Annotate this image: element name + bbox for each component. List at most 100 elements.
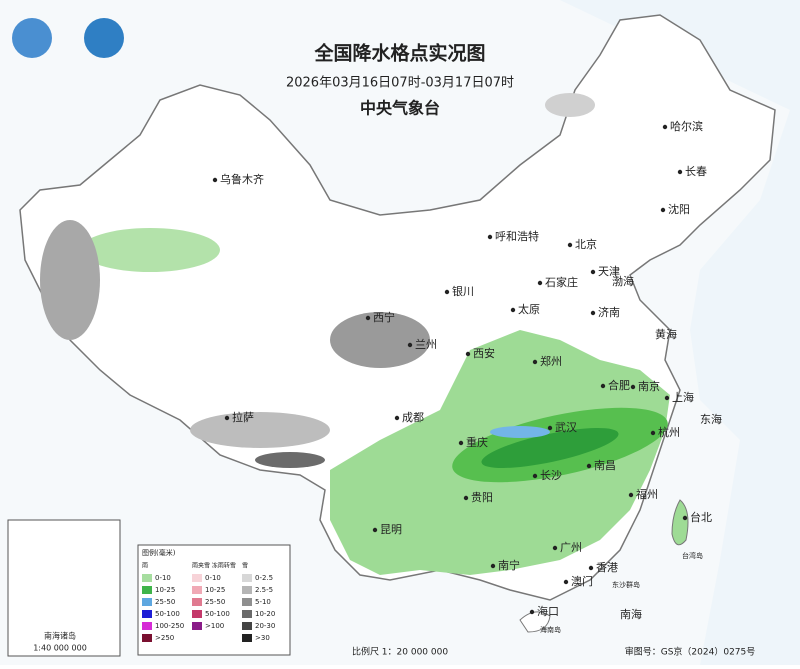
city-label: 乌鲁木齐 [220,172,264,186]
city-label: 石家庄 [545,275,578,289]
issuer: 中央气象台 [360,99,440,118]
ocean [560,0,800,665]
legend-swatch [192,598,202,606]
city-dot [628,492,634,498]
city-label: 银川 [452,284,474,298]
legend-item: 5-10 [255,598,271,606]
city-label: 台北 [690,510,712,524]
legend-item: 0-10 [155,574,171,582]
legend-item: 10-25 [205,586,225,594]
legend-swatch [192,586,202,594]
sea-label: 南海 [620,607,642,621]
sea-label: 东海 [700,412,722,426]
city-dot [458,440,464,446]
city-label: 福州 [636,487,658,501]
city-dot [537,280,543,286]
legend-item: 0-10 [205,574,221,582]
inset-scale: 1:40 000 000 [33,644,87,653]
legend-swatch [192,574,202,582]
legend-item: 50-100 [205,610,230,618]
legend-swatch [242,586,252,594]
city-dot [552,545,558,551]
city-dot [567,242,573,248]
city-label: 哈尔滨 [670,119,703,133]
logo [84,18,124,58]
city-label: 昆明 [380,523,402,536]
inset-box [7,519,121,657]
island-label: 海南岛 [540,625,561,634]
legend-swatch [142,622,152,630]
city-dot [463,495,469,501]
city-label: 上海 [672,390,694,404]
snow-area [545,93,595,117]
city-dot [563,579,569,585]
rain-heavy [481,428,619,468]
legend-item: >250 [155,634,174,642]
city-dot [662,124,668,130]
legend-swatch [142,610,152,618]
city-dot [394,415,400,421]
legend-item: 10-25 [155,586,175,594]
legend-item: >100 [205,622,224,630]
city-label: 重庆 [466,435,488,449]
legend-group: 雨 [142,563,148,570]
city-label: 天津 [598,265,620,278]
city-label: 北京 [575,237,597,251]
city-dot [630,384,636,390]
island-label: 台湾岛 [682,551,703,560]
city-label: 杭州 [658,425,680,439]
taiwan-island [671,499,689,546]
legend-item: 100-250 [155,622,184,630]
sea-label: 黄海 [655,327,677,341]
city-label: 合肥 [608,378,630,392]
snow-area [40,220,100,340]
logo [12,18,52,58]
city-label: 太原 [518,303,540,316]
scale-text: 比例尺 1：20 000 000 [352,646,448,658]
rain-light-west [80,228,220,272]
city-label: 南京 [638,379,660,393]
legend-box [137,544,291,656]
city-label: 呼和浩特 [495,229,539,243]
city-dot [664,395,670,401]
city-label: 海口 [537,604,559,618]
legend-swatch [142,574,152,582]
city-dot [547,425,553,431]
legend-title: 图例(毫米) [142,548,176,557]
legend-item: 25-50 [205,598,225,606]
legend-group: 雪 [242,563,248,570]
city-dot [532,359,538,365]
city-label: 兰州 [415,338,437,351]
city-dot [510,307,516,313]
city-dot [586,463,592,469]
city-label: 香港 [596,561,618,574]
legend-item: >30 [255,634,270,642]
city-label: 广州 [560,541,582,554]
city-dot [529,609,535,615]
city-dot [407,342,413,348]
legend-group: 雨夹雪 冻雨转雪 [192,562,236,570]
city-label: 成都 [402,411,424,424]
city-dot [372,527,378,533]
legend-item: 25-50 [155,598,175,606]
legend-swatch [142,586,152,594]
legend-swatch [242,622,252,630]
city-label: 南宁 [498,558,520,572]
city-dot [224,415,230,421]
legend-swatch [242,634,252,642]
city-label: 长春 [685,165,707,178]
city-dot [490,563,496,569]
city-label: 拉萨 [232,410,254,424]
legend-swatch [192,610,202,618]
city-dot [677,169,683,175]
legend-item: 0-2.5 [255,574,273,582]
city-dot [660,207,666,213]
legend-swatch [242,610,252,618]
city-dot [590,269,596,275]
city-dot [444,289,450,295]
city-label: 西安 [473,346,495,360]
city-dot [465,351,471,357]
period: 2026年03月16日07时-03月17日07时 [286,76,514,91]
city-dot [487,234,493,240]
city-dot [650,430,656,436]
